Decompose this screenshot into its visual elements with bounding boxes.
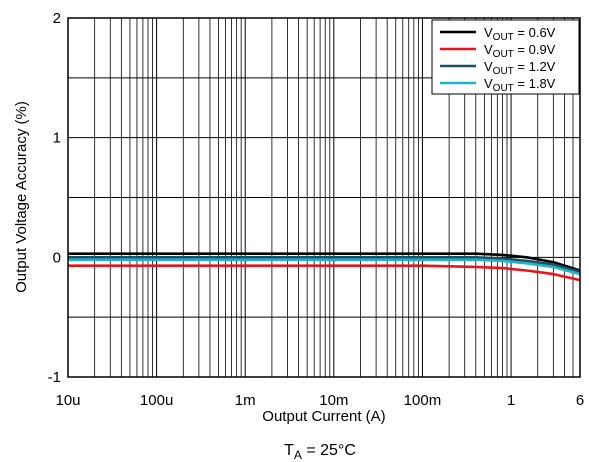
y-tick-labels: -1 0 1 2 bbox=[48, 10, 61, 386]
x-tick-label: 1 bbox=[507, 392, 515, 409]
y-tick-label: -1 bbox=[48, 369, 61, 386]
x-tick-labels: 10u 100u 1m 10m 100m 1 6 bbox=[55, 392, 584, 409]
grid-lines bbox=[67, 17, 581, 378]
x-axis-label: Output Current (A) bbox=[262, 408, 385, 425]
legend-entry: VOUT = 0.6V bbox=[484, 25, 556, 43]
series-line-2 bbox=[68, 255, 581, 273]
x-tick-label: 10u bbox=[55, 392, 80, 409]
legend-entry: VOUT = 0.9V bbox=[484, 42, 556, 60]
plot-frame bbox=[67, 17, 581, 378]
y-axis-label: Output Voltage Accuracy (%) bbox=[13, 101, 30, 293]
x-tick-label: 6 bbox=[576, 392, 584, 409]
x-tick-label: 100u bbox=[140, 392, 173, 409]
series-group bbox=[68, 252, 581, 282]
y-tick-label: 1 bbox=[53, 130, 61, 147]
x-tick-label: 10m bbox=[319, 392, 348, 409]
y-tick-label: 0 bbox=[53, 249, 61, 266]
legend-entry: VOUT = 1.2V bbox=[484, 59, 556, 77]
temperature-annotation: TA = 25°C bbox=[284, 442, 356, 462]
x-tick-label: 1m bbox=[235, 392, 256, 409]
legend-entry: VOUT = 1.8V bbox=[484, 76, 556, 94]
y-tick-label: 2 bbox=[53, 10, 61, 27]
x-tick-label: 100m bbox=[404, 392, 442, 409]
series-line-0 bbox=[68, 252, 581, 272]
series-line-1 bbox=[68, 264, 581, 282]
series-line-3 bbox=[68, 258, 581, 276]
